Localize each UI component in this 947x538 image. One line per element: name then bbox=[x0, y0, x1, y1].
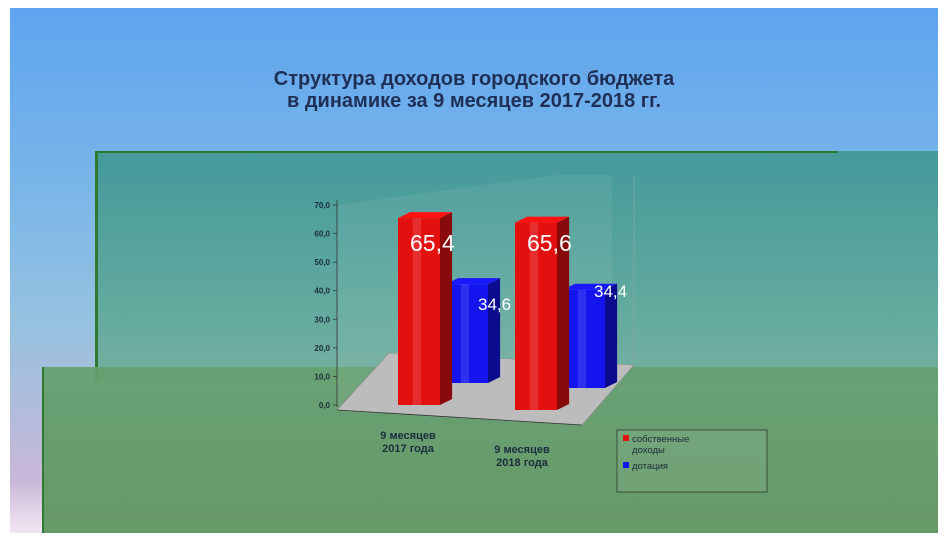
bar-top-face bbox=[563, 283, 618, 290]
bar-top-face bbox=[446, 278, 501, 285]
data-label: 34,4 bbox=[594, 282, 627, 301]
category-label: 9 месяцев bbox=[380, 430, 436, 442]
bar-side-face bbox=[440, 212, 453, 405]
category-label: 9 месяцев bbox=[494, 444, 550, 456]
chart-title-line-2: в динамике за 9 месяцев 2017-2018 гг. bbox=[287, 90, 661, 112]
y-tick-label: 30,0 bbox=[314, 315, 330, 324]
bar-dotaciya bbox=[446, 278, 501, 383]
bar-dotaciya bbox=[563, 283, 618, 388]
legend-label: дотация bbox=[632, 461, 668, 472]
bar-side-face bbox=[605, 283, 618, 388]
data-label: 65,6 bbox=[527, 230, 572, 256]
y-tick-label: 20,0 bbox=[314, 344, 330, 353]
background-band-edge bbox=[95, 151, 838, 153]
y-tick-label: 50,0 bbox=[314, 258, 330, 267]
bar-highlight bbox=[529, 222, 539, 410]
data-label: 34,6 bbox=[478, 295, 511, 314]
bar-front-face bbox=[398, 218, 440, 405]
y-tick-label: 0,0 bbox=[319, 401, 331, 410]
bar-front-face bbox=[446, 284, 488, 383]
slide-background: Структура доходов городского бюджета в д… bbox=[10, 8, 938, 533]
bar-top-face bbox=[398, 212, 453, 219]
chart-title-line-1: Структура доходов городского бюджета bbox=[273, 68, 675, 90]
bar-sobstvennye bbox=[398, 212, 453, 405]
bar-sobstvennye bbox=[515, 216, 570, 410]
bar-chart: 0,0 10,0 20,0 30,0 40,0 50,0 60,0 70,0 65,4 65,6 3… bbox=[314, 175, 768, 493]
chart-title: Структура доходов городского бюджета в д… bbox=[10, 68, 938, 112]
legend-box bbox=[616, 429, 768, 493]
data-label: 65,4 bbox=[410, 230, 455, 256]
y-tick-label: 60,0 bbox=[314, 230, 330, 239]
bar-highlight bbox=[460, 284, 470, 383]
bar-front-face bbox=[515, 222, 557, 410]
bar-highlight bbox=[412, 218, 422, 405]
bar-highlight bbox=[577, 289, 587, 388]
bar-front-face bbox=[563, 289, 605, 388]
legend-swatch bbox=[623, 462, 629, 468]
y-tick-label: 10,0 bbox=[314, 372, 330, 381]
legend-label: собственные bbox=[632, 434, 689, 445]
category-label: 2017 года bbox=[382, 443, 435, 455]
y-tick-label: 70,0 bbox=[314, 201, 330, 210]
x-axis-line bbox=[336, 409, 583, 426]
bar-side-face bbox=[488, 278, 501, 383]
legend-label: доходы bbox=[632, 445, 665, 456]
y-tick-label: 40,0 bbox=[314, 287, 330, 296]
bar-side-face bbox=[557, 216, 570, 410]
legend-swatch bbox=[623, 435, 629, 441]
category-label: 2018 года bbox=[496, 457, 549, 469]
bar-top-face bbox=[515, 216, 570, 223]
